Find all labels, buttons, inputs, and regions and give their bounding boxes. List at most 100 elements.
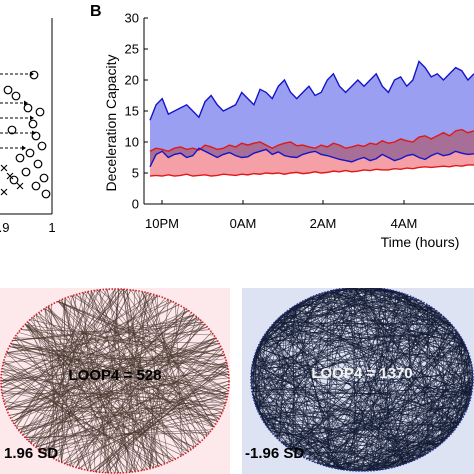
network-edge (251, 324, 452, 393)
network-edge (373, 394, 472, 471)
network-edge (274, 421, 461, 436)
panel-a-point (9, 175, 19, 185)
network-edge (142, 291, 208, 436)
panel-a-point (41, 189, 51, 199)
network-edge (331, 290, 401, 466)
network-edge (260, 291, 328, 342)
panel-a-arrow-head (30, 71, 34, 77)
network-edge (9, 346, 228, 395)
network-edge (75, 302, 176, 468)
network-edge (253, 397, 325, 466)
network-edges (250, 288, 474, 472)
x-tick-label-0AM: 0AM (230, 216, 257, 231)
network-edge (75, 294, 226, 404)
series-blue-lower-line (149, 147, 474, 168)
network-edge (253, 359, 431, 452)
network-edge (403, 397, 471, 465)
network-edge (3, 361, 173, 461)
network-edge (64, 390, 229, 464)
panel-a-point (3, 85, 13, 95)
y-tick-label-15: 15 (125, 104, 139, 119)
network-edge (334, 289, 473, 386)
network-edge (79, 367, 229, 469)
network-edge (346, 327, 455, 471)
network-edge (406, 294, 415, 461)
x-tick-label-10PM: 10PM (145, 216, 179, 231)
network-left-sd-label: 1.96 SD (4, 445, 58, 462)
panel-a-point (21, 167, 31, 177)
network-edge (251, 385, 278, 439)
network-edge (396, 291, 445, 441)
network-edge (44, 308, 62, 463)
network-edge (250, 362, 472, 380)
network-edge (130, 308, 186, 473)
network-edge (256, 293, 404, 351)
panel-a-point (15, 153, 25, 163)
network-edge (252, 394, 343, 470)
y-tick-label-10: 10 (125, 135, 139, 150)
network-edge (354, 288, 450, 436)
network-edge (38, 298, 166, 450)
panel-a-point (37, 141, 47, 151)
network-edge (6, 343, 220, 410)
network-edge (373, 435, 450, 471)
network-edge (369, 288, 448, 439)
panel-a-tick-label-1: 1 (48, 220, 55, 235)
panel-a-tick-label-09: .9 (0, 220, 9, 235)
network-edge (251, 388, 359, 472)
network-edge (102, 321, 203, 473)
panel-a-arrow-head (30, 115, 34, 121)
panel-a-arrow-head (22, 145, 26, 151)
network-edge (396, 421, 461, 467)
network-edge (296, 304, 470, 358)
network-edge (1, 367, 155, 468)
panel-a-point (7, 125, 17, 135)
network-edge (313, 294, 408, 462)
x-tick-marks (161, 200, 405, 204)
network-edge (279, 296, 411, 318)
network-edge (320, 293, 404, 465)
network-edge (251, 385, 332, 468)
network-edge (334, 296, 411, 469)
network-edge (12, 319, 200, 422)
network-edge (251, 288, 343, 370)
network-edge (1, 390, 225, 407)
network-edge (263, 293, 321, 423)
network-edge (410, 335, 461, 462)
y-tick-marks (144, 17, 148, 205)
network-edge (94, 352, 224, 472)
network-edge (420, 397, 471, 458)
network-edge (256, 381, 473, 408)
network-edge (293, 306, 464, 417)
network-edge (68, 383, 230, 466)
network-edge (3, 314, 195, 401)
network-edge (279, 317, 351, 471)
network-edge (30, 295, 158, 443)
network-edge (72, 295, 124, 473)
network-edge (293, 427, 457, 452)
y-tick-label-5: 5 (132, 166, 139, 181)
network-edge (381, 344, 466, 470)
network-edge (346, 288, 371, 471)
panel-a-point (23, 103, 33, 113)
network-edge (369, 391, 473, 472)
network-edge (98, 289, 151, 469)
panel-a-point (11, 91, 21, 101)
network-edge (2, 343, 220, 398)
network-edge (253, 288, 351, 361)
network-left-loop-label: LOOP4 = 528 (69, 367, 162, 384)
network-edge (252, 372, 473, 393)
network-edge (354, 369, 473, 472)
network-edges (0, 288, 230, 474)
network-edge (255, 291, 397, 405)
network-edge (2, 314, 195, 366)
network-edge (4, 293, 151, 404)
blue-band-fill (150, 61, 474, 167)
network-edge (260, 385, 473, 417)
y-tick-label-20: 20 (125, 73, 139, 88)
series-red-upper-line (149, 128, 474, 153)
network-edge (303, 300, 465, 345)
network-edge (25, 324, 225, 356)
red-band-fill (150, 129, 474, 177)
